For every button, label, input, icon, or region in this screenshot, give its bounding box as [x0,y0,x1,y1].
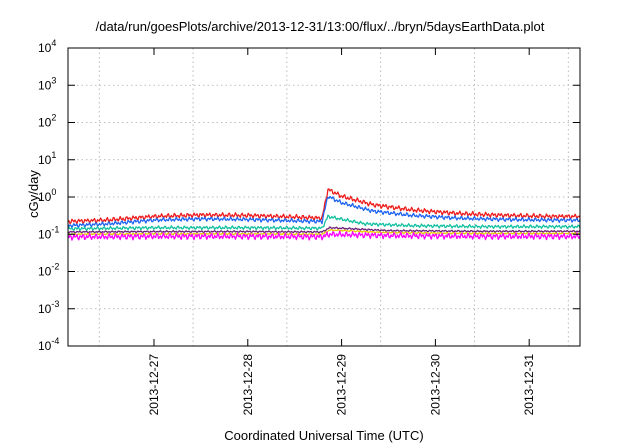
y-tick-exponent: 2 [51,113,56,123]
chart-title: /data/run/goesPlots/archive/2013-12-31/1… [95,19,545,34]
y-tick-exponent: -2 [51,262,59,272]
y-tick-label: 102 [38,113,56,130]
y-tick-exponent: 3 [51,75,56,85]
grid-lines [68,48,580,346]
y-tick-label: 10-2 [38,262,59,279]
y-tick-label: 103 [38,75,56,92]
x-tick-label: 2013-12-31 [522,354,536,416]
y-tick-exponent: -1 [51,224,59,234]
series-group [67,188,581,241]
y-tick-label: 104 [38,38,56,55]
series-line [67,226,581,234]
series-line [67,188,581,225]
x-tick-label: 2013-12-29 [335,354,349,416]
x-tick-label: 2013-12-30 [428,354,442,416]
y-tick-label: 10-4 [38,336,59,353]
y-tick-label: 10-1 [38,224,59,241]
y-tick-exponent: 0 [51,187,56,197]
axes-frame [67,47,581,347]
series-line [67,230,581,241]
y-tick-exponent: -4 [51,336,59,346]
x-axis-label: Coordinated Universal Time (UTC) [224,428,424,443]
y-axis-label: cGy/day [26,170,41,218]
series-line [67,228,581,236]
y-tick-exponent: -3 [51,299,59,309]
y-tick-exponent: 1 [51,150,56,160]
series-line [67,214,581,232]
tick-labels: 10-410-310-210-11001011021031042013-12-2… [38,38,536,415]
y-tick-exponent: 4 [51,38,56,48]
x-tick-label: 2013-12-27 [147,354,161,416]
series-line [67,195,581,229]
x-tick-label: 2013-12-28 [241,354,255,416]
y-tick-label: 10-3 [38,299,59,316]
